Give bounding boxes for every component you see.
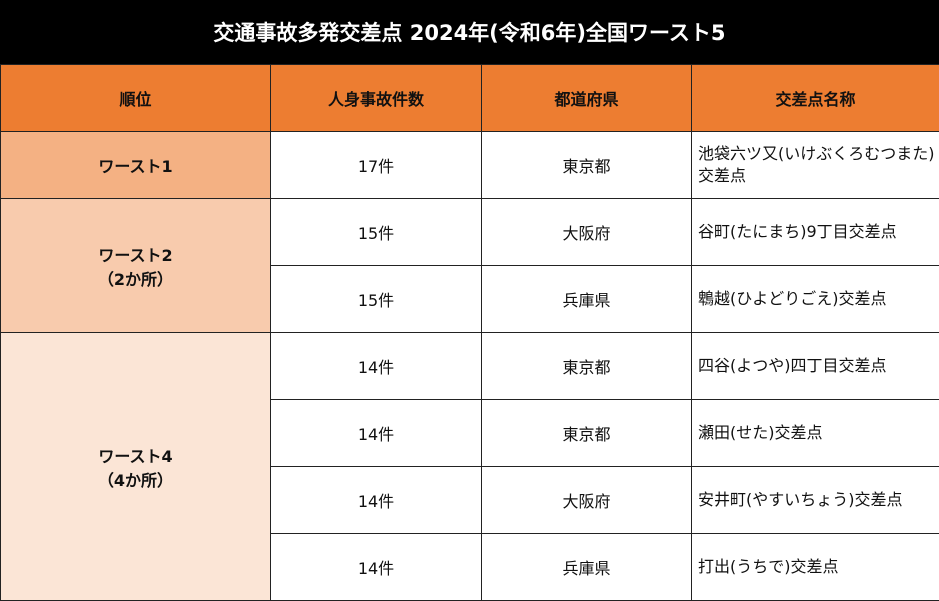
ranking-table: 順位 人身事故件数 都道府県 交差点名称 ワースト1 17件 東京都 池袋六ツ又… xyxy=(0,64,939,601)
intersection-cell: 四谷(よつや)四丁目交差点 xyxy=(691,332,939,400)
intersection-cell: 池袋六ツ又(いけぶくろむつまた)交差点 xyxy=(691,131,939,199)
intersection-cell: 安井町(やすいちょう)交差点 xyxy=(691,466,939,534)
intersection-cell: 瀬田(せた)交差点 xyxy=(691,399,939,467)
intersection-cell: 打出(うちで)交差点 xyxy=(691,533,939,601)
rank-cell: ワースト4 （4か所） xyxy=(0,332,271,601)
prefecture-cell: 東京都 xyxy=(481,332,692,400)
table-row: 15件 兵庫県 鵯越(ひよどりごえ)交差点 xyxy=(1,265,939,333)
rank-note: （4か所） xyxy=(97,470,174,490)
rank-cell: ワースト2 （2か所） xyxy=(0,198,271,333)
count-cell: 14件 xyxy=(270,332,482,400)
rank-label: ワースト2 xyxy=(98,245,173,265)
table-row: 14件 大阪府 安井町(やすいちょう)交差点 xyxy=(1,466,939,534)
intersection-cell: 谷町(たにまち)9丁目交差点 xyxy=(691,198,939,266)
table-row: 14件 兵庫県 打出(うちで)交差点 xyxy=(1,533,939,601)
table-title: 交通事故多発交差点 2024年(令和6年)全国ワースト5 xyxy=(0,0,939,64)
header-intersection: 交差点名称 xyxy=(691,64,939,132)
header-prefecture: 都道府県 xyxy=(481,64,692,132)
rank-note: （2か所） xyxy=(97,269,174,289)
table-row: ワースト2 （2か所） 15件 大阪府 谷町(たにまち)9丁目交差点 xyxy=(0,198,939,333)
rank-cell: ワースト1 xyxy=(0,131,271,199)
prefecture-cell: 兵庫県 xyxy=(481,533,692,601)
prefecture-cell: 東京都 xyxy=(481,399,692,467)
count-cell: 15件 xyxy=(270,265,482,333)
intersection-cell: 鵯越(ひよどりごえ)交差点 xyxy=(691,265,939,333)
count-cell: 14件 xyxy=(270,533,482,601)
header-row: 順位 人身事故件数 都道府県 交差点名称 xyxy=(0,64,939,132)
prefecture-cell: 東京都 xyxy=(481,131,692,199)
table-row: ワースト4 （4か所） 14件 東京都 四谷(よつや)四丁目交差点 xyxy=(0,332,939,601)
count-cell: 17件 xyxy=(270,131,482,199)
count-cell: 14件 xyxy=(270,466,482,534)
count-cell: 14件 xyxy=(270,399,482,467)
header-count: 人身事故件数 xyxy=(270,64,482,132)
header-rank: 順位 xyxy=(0,64,271,132)
prefecture-cell: 兵庫県 xyxy=(481,265,692,333)
count-cell: 15件 xyxy=(270,198,482,266)
rank-label: ワースト1 xyxy=(98,157,173,176)
table-row: ワースト1 17件 東京都 池袋六ツ又(いけぶくろむつまた)交差点 xyxy=(0,131,939,199)
table-row: 14件 東京都 瀬田(せた)交差点 xyxy=(1,399,939,467)
prefecture-cell: 大阪府 xyxy=(481,466,692,534)
rank-label: ワースト4 xyxy=(98,446,173,466)
prefecture-cell: 大阪府 xyxy=(481,198,692,266)
